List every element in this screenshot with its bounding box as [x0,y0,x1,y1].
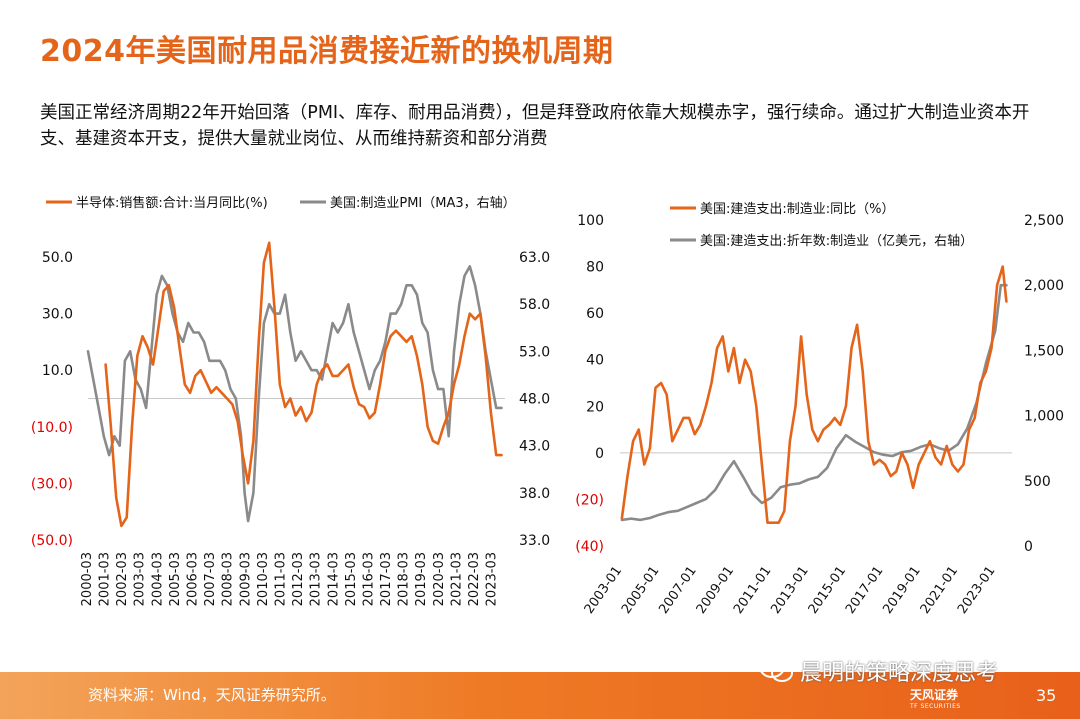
x-tick-label: 2016-03 [361,552,376,606]
series-line [620,283,1008,522]
x-tick-label: 2009-03 [238,552,253,606]
y-right-tick-label: 63.0 [519,250,550,266]
y-right-tick-label: 1,000 [1024,409,1064,425]
x-tick-label: 2008-03 [221,552,236,606]
x-tick-label: 2018-03 [397,552,412,606]
series-line [620,265,1008,525]
legend-label: 美国:制造业PMI（MA3，右轴） [330,196,516,211]
chart-semiconductor-pmi: 半导体:销售额:合计:当月同比(%) 美国:制造业PMI（MA3，右轴） 50.0 3… [31,195,550,606]
source-note: 资料来源：Wind，天风证券研究所。 [88,686,336,704]
y-right-tick-label: 2,000 [1024,278,1064,294]
x-tick-label: 2013-03 [309,552,324,606]
x-tick-label: 2010-03 [256,552,271,606]
y-left-tick-label: 20 [586,399,604,415]
x-tick-label: 2007-03 [203,552,218,606]
y-right-tick-label: 38.0 [519,486,550,502]
y-left-tick-label: 0 [595,446,604,462]
y-right-tick-label: 48.0 [519,392,550,408]
y-left-tick-label: 40 [586,353,604,369]
legend-label: 美国:建造支出:折年数:制造业（亿美元，右轴） [700,234,973,249]
legend-label: 半导体:销售额:合计:当月同比(%) [76,195,268,211]
page-number: 35 [1036,686,1057,705]
wechat-icon [759,656,793,682]
x-tick-label: 2006-03 [186,552,201,606]
y-left-tick-label: 50.0 [42,250,73,266]
brand-name: 天风证券 [910,688,959,702]
y-left-tick-label: 30.0 [42,307,73,323]
y-right-tick-label: 1,500 [1024,343,1064,359]
x-tick-label: 2014-03 [326,552,341,606]
x-tick-label: 2001-03 [98,552,113,606]
footer-bar [0,672,1080,719]
y-right-tick-label: 53.0 [519,344,550,360]
y-right-tick-label: 58.0 [519,297,550,313]
y-left-tick-label: (50.0) [31,533,73,549]
x-tick-label: 2023-01 [955,564,998,617]
series-line [104,241,503,528]
y-left-tick-label: (20) [575,492,604,508]
x-tick-label: 2000-03 [80,552,95,606]
x-tick-label: 2002-03 [115,552,130,606]
y-left-tick-label: 60 [586,306,604,322]
x-tick-label: 2022-03 [467,552,482,606]
y-left-tick-label: (10.0) [31,420,73,436]
x-tick-label: 2023-03 [485,552,500,606]
x-tick-label: 2003-03 [133,552,148,606]
y-left-tick-label: (30.0) [31,476,73,492]
x-tick-label: 2005-03 [168,552,183,606]
y-right-tick-label: 2,500 [1024,213,1064,229]
series-line [86,265,503,523]
brand-name-en: TF SECURITIES [910,703,961,710]
brand-logo: 天风证券 TF SECURITIES [910,686,961,710]
watermark-text: 晨明的策略深度思考 [800,661,999,686]
page-title: 2024年美国耐用品消费接近新的换机周期 [40,34,614,69]
y-left-tick-label: 80 [586,260,604,276]
x-tick-label: 2020-03 [432,552,447,606]
y-left-tick-label: 10.0 [42,363,73,379]
y-right-tick-label: 33.0 [519,533,550,549]
legend-label: 美国:建造支出:制造业:同比（%） [700,202,895,217]
x-tick-label: 2017-03 [379,552,394,606]
page-subtitle: 美国正常经济周期22年开始回落（PMI、库存、耐用品消费），但是拜登政府依靠大规… [40,103,1030,149]
x-tick-label: 2019-03 [414,552,429,606]
y-right-tick-label: 43.0 [519,439,550,455]
y-left-tick-label: (40) [575,539,604,555]
chart-manufacturing-construction: 美国:建造支出:制造业:同比（%） 美国:建造支出:折年数:制造业（亿美元，右轴）… [575,202,1064,617]
x-tick-label: 2011-03 [273,552,288,606]
x-tick-label: 2021-03 [449,552,464,606]
y-right-tick-label: 0 [1024,539,1033,555]
x-tick-label: 2004-03 [150,552,165,606]
y-left-tick-label: 100 [577,213,604,229]
x-tick-label: 2015-03 [344,552,359,606]
y-right-tick-label: 500 [1024,474,1051,490]
x-tick-label: 2012-03 [291,552,306,606]
